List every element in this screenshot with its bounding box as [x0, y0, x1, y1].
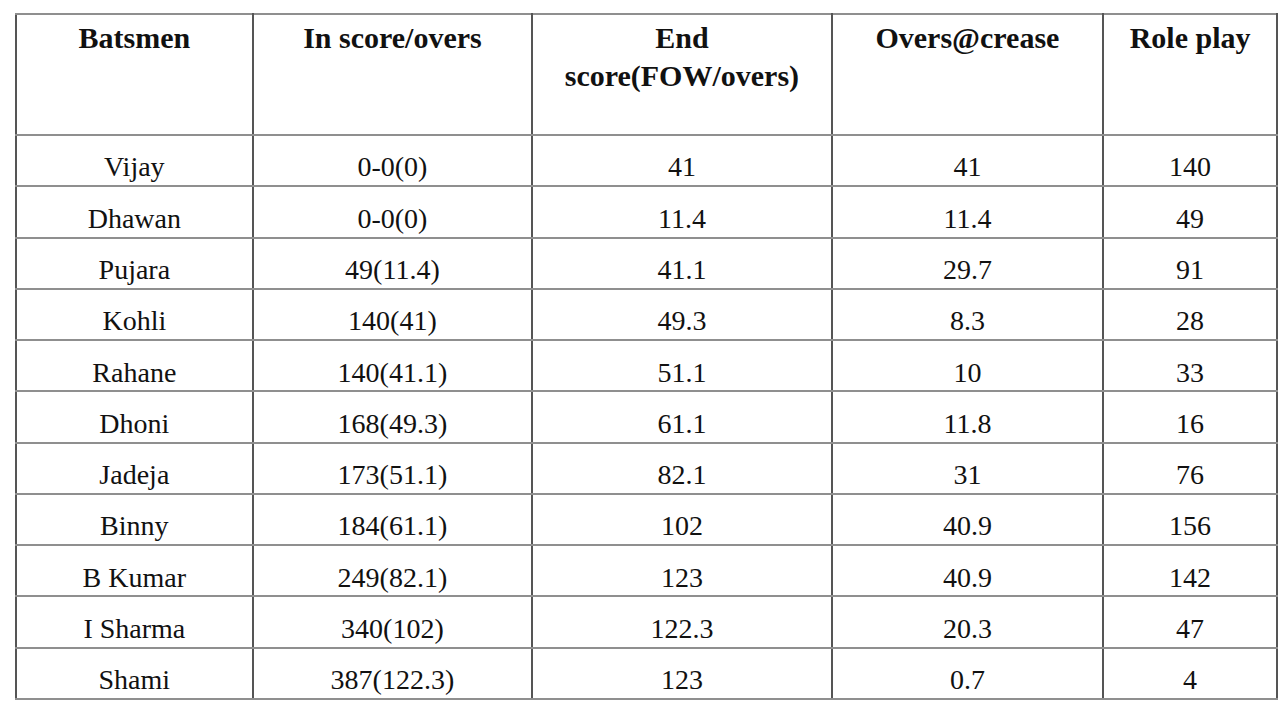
column-header-end-score-fow-overs: End score(FOW/overs) [532, 14, 831, 135]
cell-end-score-fow-overs: 122.3 [532, 596, 831, 647]
batting-stats-table: BatsmenIn score/oversEnd score(FOW/overs… [15, 13, 1278, 700]
cell-in-score-overs: 387(122.3) [253, 648, 533, 699]
cell-overs-at-crease: 40.9 [832, 494, 1104, 545]
cell-overs-at-crease: 0.7 [832, 648, 1104, 699]
cell-in-score-overs: 168(49.3) [253, 391, 533, 442]
cell-role-play: 142 [1103, 545, 1277, 596]
cell-end-score-fow-overs: 41.1 [532, 238, 831, 289]
slide-canvas: BatsmenIn score/oversEnd score(FOW/overs… [0, 0, 1280, 720]
cell-end-score-fow-overs: 11.4 [532, 186, 831, 237]
table-row: I Sharma340(102)122.320.347 [16, 596, 1277, 647]
cell-batsmen: Shami [16, 648, 253, 699]
table-row: Kohli140(41)49.38.328 [16, 289, 1277, 340]
cell-batsmen: Pujara [16, 238, 253, 289]
column-header-role-play: Role play [1103, 14, 1277, 135]
table-row: Shami387(122.3)1230.74 [16, 648, 1277, 699]
cell-role-play: 28 [1103, 289, 1277, 340]
cell-end-score-fow-overs: 51.1 [532, 340, 831, 391]
table-row: Rahane140(41.1)51.11033 [16, 340, 1277, 391]
cell-role-play: 47 [1103, 596, 1277, 647]
cell-batsmen: Kohli [16, 289, 253, 340]
cell-overs-at-crease: 20.3 [832, 596, 1104, 647]
cell-overs-at-crease: 41 [832, 135, 1104, 186]
column-header-batsmen: Batsmen [16, 14, 253, 135]
cell-end-score-fow-overs: 123 [532, 648, 831, 699]
cell-end-score-fow-overs: 102 [532, 494, 831, 545]
cell-role-play: 49 [1103, 186, 1277, 237]
cell-batsmen: Rahane [16, 340, 253, 391]
cell-overs-at-crease: 11.8 [832, 391, 1104, 442]
cell-role-play: 4 [1103, 648, 1277, 699]
cell-overs-at-crease: 10 [832, 340, 1104, 391]
cell-role-play: 76 [1103, 443, 1277, 494]
table-row: B Kumar249(82.1)12340.9142 [16, 545, 1277, 596]
cell-end-score-fow-overs: 41 [532, 135, 831, 186]
column-header-in-score-overs: In score/overs [253, 14, 533, 135]
cell-in-score-overs: 173(51.1) [253, 443, 533, 494]
cell-end-score-fow-overs: 82.1 [532, 443, 831, 494]
cell-in-score-overs: 0-0(0) [253, 135, 533, 186]
table-row: Pujara49(11.4)41.129.791 [16, 238, 1277, 289]
cell-end-score-fow-overs: 61.1 [532, 391, 831, 442]
cell-batsmen: Dhawan [16, 186, 253, 237]
table-row: Binny184(61.1)10240.9156 [16, 494, 1277, 545]
cell-overs-at-crease: 31 [832, 443, 1104, 494]
header-row: BatsmenIn score/oversEnd score(FOW/overs… [16, 14, 1277, 135]
table-row: Vijay0-0(0)4141140 [16, 135, 1277, 186]
cell-role-play: 140 [1103, 135, 1277, 186]
cell-batsmen: Dhoni [16, 391, 253, 442]
cell-batsmen: I Sharma [16, 596, 253, 647]
cell-overs-at-crease: 40.9 [832, 545, 1104, 596]
cell-in-score-overs: 249(82.1) [253, 545, 533, 596]
cell-overs-at-crease: 29.7 [832, 238, 1104, 289]
cell-end-score-fow-overs: 49.3 [532, 289, 831, 340]
cell-in-score-overs: 140(41.1) [253, 340, 533, 391]
table-row: Dhoni168(49.3)61.111.816 [16, 391, 1277, 442]
cell-in-score-overs: 340(102) [253, 596, 533, 647]
cell-overs-at-crease: 11.4 [832, 186, 1104, 237]
table-row: Dhawan0-0(0)11.411.449 [16, 186, 1277, 237]
column-header-overs-at-crease: Overs@crease [832, 14, 1104, 135]
cell-in-score-overs: 140(41) [253, 289, 533, 340]
cell-in-score-overs: 184(61.1) [253, 494, 533, 545]
cell-end-score-fow-overs: 123 [532, 545, 831, 596]
cell-in-score-overs: 49(11.4) [253, 238, 533, 289]
cell-role-play: 156 [1103, 494, 1277, 545]
cell-batsmen: Vijay [16, 135, 253, 186]
cell-batsmen: Binny [16, 494, 253, 545]
cell-in-score-overs: 0-0(0) [253, 186, 533, 237]
cell-batsmen: Jadeja [16, 443, 253, 494]
table-row: Jadeja173(51.1)82.13176 [16, 443, 1277, 494]
cell-batsmen: B Kumar [16, 545, 253, 596]
cell-overs-at-crease: 8.3 [832, 289, 1104, 340]
cell-role-play: 33 [1103, 340, 1277, 391]
cell-role-play: 16 [1103, 391, 1277, 442]
cell-role-play: 91 [1103, 238, 1277, 289]
